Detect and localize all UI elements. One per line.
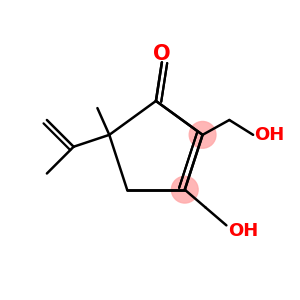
Circle shape [171, 176, 198, 203]
Text: O: O [153, 44, 171, 64]
Text: OH: OH [228, 222, 258, 240]
Circle shape [189, 122, 216, 148]
Text: OH: OH [255, 126, 285, 144]
